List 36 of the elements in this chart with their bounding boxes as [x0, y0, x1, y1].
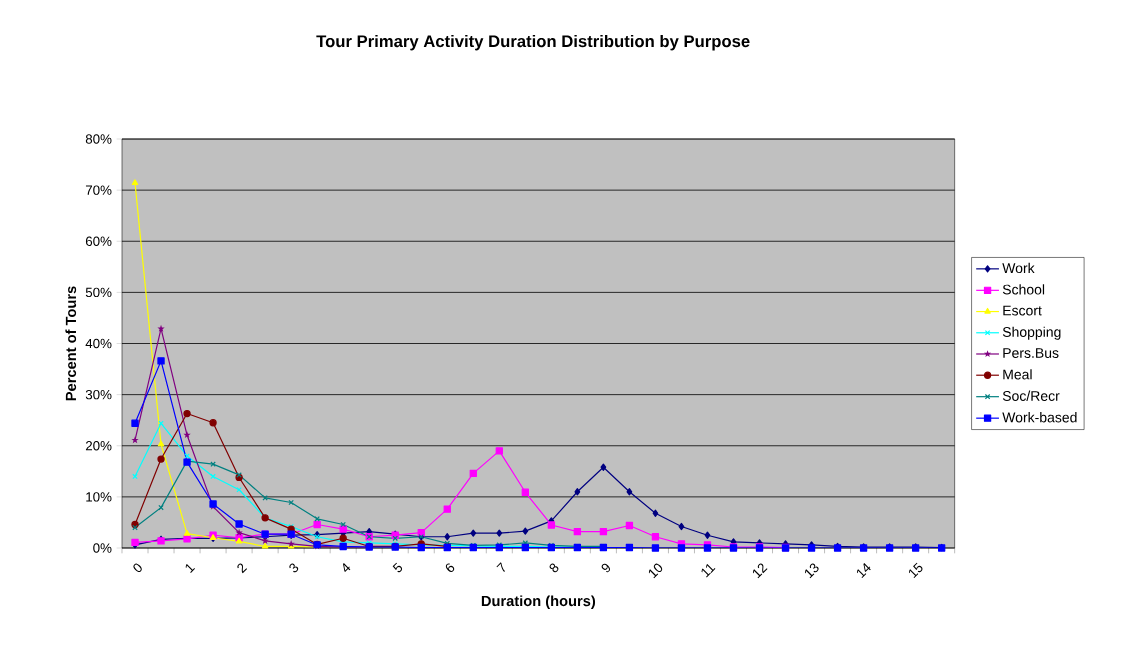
x-tick-label: 3	[289, 563, 299, 573]
x-tick-label: 5	[392, 562, 403, 573]
x-tick-label: 1	[185, 563, 195, 573]
y-tick-label: 70%	[85, 185, 112, 195]
x-axis-title: Duration (hours)	[481, 595, 596, 610]
x-tick-label: 12	[752, 563, 768, 579]
x-tick-label: 13	[805, 563, 819, 579]
x-tick-label: 8	[549, 563, 559, 573]
x-tick-label: 6	[445, 563, 455, 572]
legend-label: Work	[1002, 262, 1035, 274]
legend-label: Shopping	[1002, 326, 1061, 340]
legend-label: Escort	[1003, 305, 1042, 316]
x-tick-label: 2	[237, 563, 248, 574]
y-tick-label: 60%	[85, 236, 112, 246]
x-tick-label: 9	[601, 563, 611, 573]
x-tick-label: 10	[648, 563, 663, 579]
x-tick-label: 15	[908, 562, 923, 579]
y-tick-label: 10%	[86, 492, 112, 502]
legend-label: Soc/Recr	[1002, 390, 1060, 401]
y-tick-label: 80%	[85, 134, 112, 144]
y-tick-label: 40%	[85, 338, 112, 349]
chart-title: Tour Primary Activity Duration Distribution by Purpose	[316, 34, 750, 51]
y-tick-label: 50%	[85, 287, 112, 298]
y-tick-label: 0%	[93, 543, 112, 553]
y-axis-title: Percent of Tours	[65, 286, 77, 401]
y-tick-label: 20%	[85, 441, 112, 451]
legend-label: School	[1002, 284, 1045, 295]
x-tick-label: 4	[343, 563, 351, 572]
x-tick-label: 0	[133, 563, 142, 573]
legend-label: Meal	[1003, 369, 1032, 380]
x-tick-label: 14	[856, 563, 871, 579]
x-tick-label: 11	[701, 563, 716, 578]
x-tick-label: 7	[496, 562, 505, 572]
legend-label: Pers.Bus	[1003, 348, 1059, 358]
legend-label: Work-based	[1002, 412, 1077, 423]
y-tick-label: 30%	[85, 389, 112, 400]
